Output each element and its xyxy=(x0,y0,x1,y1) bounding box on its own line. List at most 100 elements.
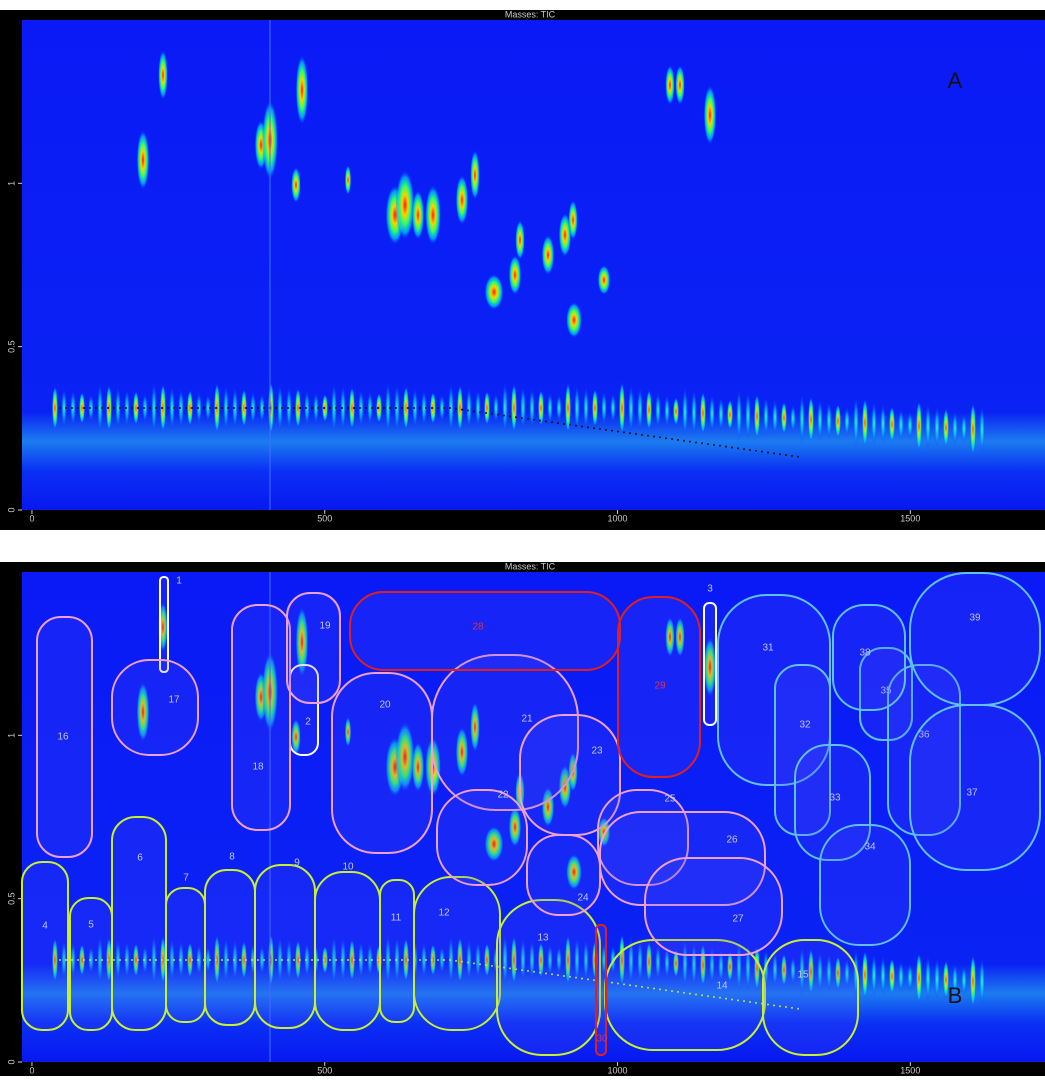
trace-dot xyxy=(251,407,253,409)
peak xyxy=(754,394,760,438)
peak xyxy=(52,386,58,430)
trace-dot xyxy=(695,441,697,443)
trace-dot xyxy=(425,407,427,409)
peak xyxy=(979,406,985,454)
trace-dot xyxy=(617,431,619,433)
peak xyxy=(970,403,976,455)
trace-dot xyxy=(407,407,409,409)
trace-dot xyxy=(773,452,775,454)
peak xyxy=(898,961,904,993)
trace-dot xyxy=(125,407,127,409)
region-label: 22 xyxy=(497,790,509,801)
trace-dot xyxy=(731,446,733,448)
trace-dot xyxy=(287,407,289,409)
trace-dot xyxy=(221,407,223,409)
trace-dot xyxy=(449,407,451,409)
y-tick-label: 0.5 xyxy=(6,892,16,905)
peak xyxy=(925,403,931,449)
peak xyxy=(598,265,611,295)
panel-title: Masses: TIC xyxy=(505,561,556,571)
trace-dot xyxy=(95,407,97,409)
trace-dot xyxy=(653,436,655,438)
region-outline xyxy=(527,835,600,915)
trace-dot xyxy=(143,407,145,409)
region-outline xyxy=(166,888,205,1022)
trace-dot xyxy=(737,447,739,449)
trace-dot xyxy=(401,407,403,409)
y-tick-label: 0 xyxy=(6,507,16,512)
region-label: 31 xyxy=(762,643,774,654)
region-outline xyxy=(22,862,68,1030)
trace-dot xyxy=(299,407,301,409)
trace-dot xyxy=(65,407,67,409)
peak xyxy=(952,411,958,445)
region-label: 17 xyxy=(168,695,180,706)
peak xyxy=(844,407,850,437)
trace-dot xyxy=(131,407,133,409)
trace-dot xyxy=(563,423,565,425)
peak xyxy=(466,387,472,429)
region-outline xyxy=(763,940,858,1055)
trace-dot xyxy=(389,407,391,409)
trace-dot xyxy=(365,407,367,409)
panel-label: B xyxy=(948,983,963,1008)
peak xyxy=(291,167,301,203)
peak xyxy=(610,393,616,423)
trace-dot xyxy=(371,407,373,409)
trace-dot xyxy=(209,407,211,409)
trace-dot xyxy=(83,407,85,409)
peak xyxy=(925,955,931,1001)
trace-dot xyxy=(413,407,415,409)
region-outline xyxy=(910,573,1040,705)
peak xyxy=(871,953,877,997)
trace-dot xyxy=(101,407,103,409)
region-outline xyxy=(350,592,620,670)
region-label: 32 xyxy=(799,720,811,731)
peak xyxy=(673,397,679,425)
peak xyxy=(790,404,796,432)
peak xyxy=(484,391,490,425)
peak xyxy=(817,399,823,441)
trace-dot xyxy=(671,438,673,440)
peak xyxy=(628,385,634,433)
region-label: 33 xyxy=(829,793,841,804)
trace-dot xyxy=(635,433,637,435)
region-outline xyxy=(645,858,782,955)
trace-dot xyxy=(497,414,499,416)
region-label: 26 xyxy=(726,835,738,846)
peak xyxy=(979,958,985,1006)
trace-dot xyxy=(377,407,379,409)
y-tick-label: 1 xyxy=(6,733,16,738)
region-outline xyxy=(315,872,380,1030)
trace-dot xyxy=(557,422,559,424)
trace-dot xyxy=(569,424,571,426)
region-label: 7 xyxy=(183,873,189,884)
peak xyxy=(862,951,868,999)
region-label: 10 xyxy=(342,862,354,873)
peak xyxy=(934,406,940,448)
panel-title: Masses: TIC xyxy=(505,9,556,19)
region-label: 21 xyxy=(521,714,533,725)
trace-dot xyxy=(59,407,61,409)
region-label: 8 xyxy=(229,852,235,863)
trace-dot xyxy=(353,407,355,409)
peak xyxy=(637,387,643,431)
region-outline xyxy=(704,603,716,725)
trace-dot xyxy=(281,407,283,409)
peak xyxy=(601,391,607,425)
y-tick-label: 1 xyxy=(6,181,16,186)
region-outline xyxy=(112,660,198,755)
region-outline xyxy=(380,880,414,1022)
peak xyxy=(907,963,913,991)
region-outline xyxy=(414,877,500,1030)
region-outline xyxy=(160,577,168,672)
peak xyxy=(961,414,967,444)
region-outline xyxy=(437,790,527,885)
trace-dot xyxy=(641,434,643,436)
peak xyxy=(457,385,463,431)
peak xyxy=(808,396,814,442)
region-label: 3 xyxy=(707,584,713,595)
peak xyxy=(296,55,309,125)
trace-dot xyxy=(707,443,709,445)
trace-dot xyxy=(215,407,217,409)
